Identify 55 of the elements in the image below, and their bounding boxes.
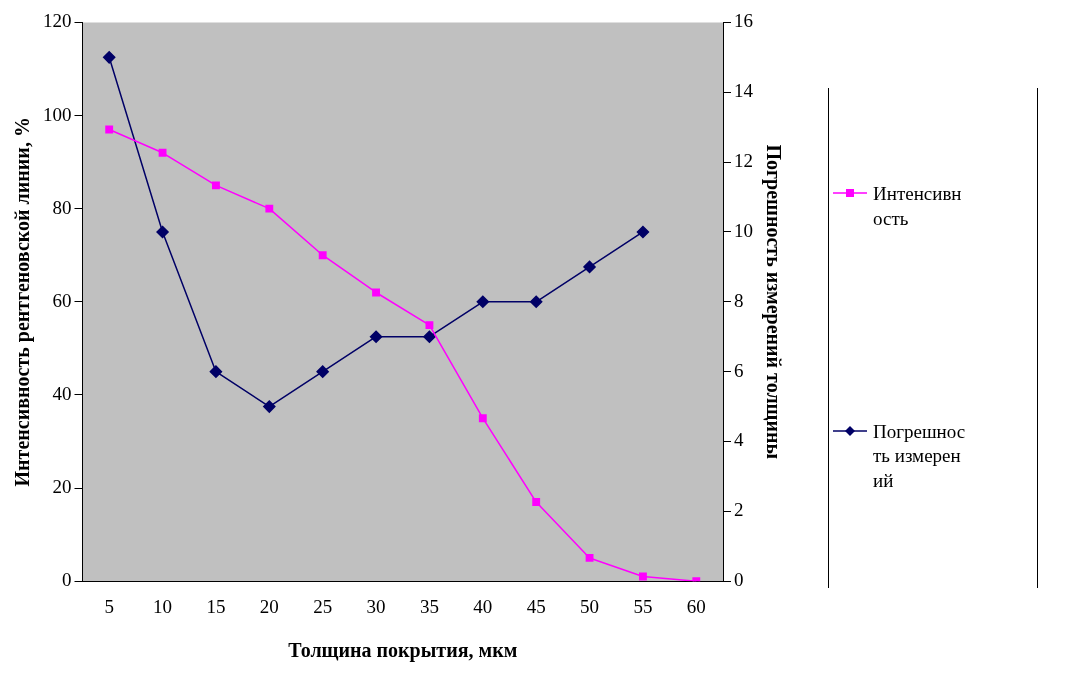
legend-label: Интенсивность [873, 182, 963, 231]
point [532, 498, 541, 506]
point [585, 553, 594, 562]
y2-tick-label: 2 [734, 499, 744, 521]
point [265, 204, 274, 213]
point [318, 251, 327, 260]
y-tick-label: 20 [52, 476, 72, 498]
y2-tick-label: 12 [734, 150, 753, 172]
point [369, 330, 383, 343]
y2-tick-label: 0 [734, 569, 744, 591]
legend-label: Погрешность измерений [873, 419, 967, 494]
x-tick-label: 15 [206, 595, 226, 617]
x-tick-label: 40 [473, 595, 493, 617]
y-tick-label: 60 [52, 289, 72, 311]
point [425, 321, 434, 330]
x-axis-title: Толщина покрытия, мкм [288, 639, 518, 663]
point [212, 181, 220, 190]
x-tick-label: 55 [633, 595, 653, 617]
x-tick-label: 25 [313, 595, 333, 617]
y2-tick-label: 8 [734, 289, 744, 311]
y-axis-title: Интенсивность рентгеновской линии, % [11, 117, 35, 487]
x-tick-label: 35 [419, 595, 439, 617]
point [423, 330, 436, 343]
x-tick-label: 60 [686, 595, 706, 617]
x-tick-label: 20 [259, 595, 279, 617]
x-tick-label: 5 [104, 595, 114, 617]
x-tick-label: 10 [153, 595, 173, 617]
point [636, 225, 650, 239]
y2-tick-label: 16 [734, 10, 753, 32]
point [209, 365, 223, 378]
point [476, 295, 490, 309]
y-tick-label: 40 [52, 382, 72, 404]
y-tick-label: 120 [43, 10, 72, 32]
point [529, 295, 543, 309]
y-tick-label: 0 [62, 569, 72, 591]
x-tick-label: 30 [366, 595, 386, 617]
point [102, 51, 116, 64]
x-tick-label: 50 [580, 595, 600, 617]
point [156, 225, 169, 239]
y2-tick-label: 10 [734, 219, 753, 241]
point [105, 125, 114, 134]
y2-tick-label: 4 [734, 429, 744, 451]
y-tick-label: 80 [52, 196, 72, 218]
x-tick-label: 45 [526, 595, 546, 617]
point [263, 400, 276, 413]
y2-axis-title: Погрешность измерений толщины [761, 144, 785, 460]
point [158, 148, 167, 157]
point [639, 572, 647, 581]
y-tick-label: 100 [43, 103, 72, 125]
point [478, 414, 487, 423]
point [583, 260, 596, 274]
point [316, 365, 329, 378]
y2-tick-label: 14 [734, 80, 754, 102]
y2-tick-label: 6 [734, 359, 744, 381]
point [372, 288, 380, 297]
